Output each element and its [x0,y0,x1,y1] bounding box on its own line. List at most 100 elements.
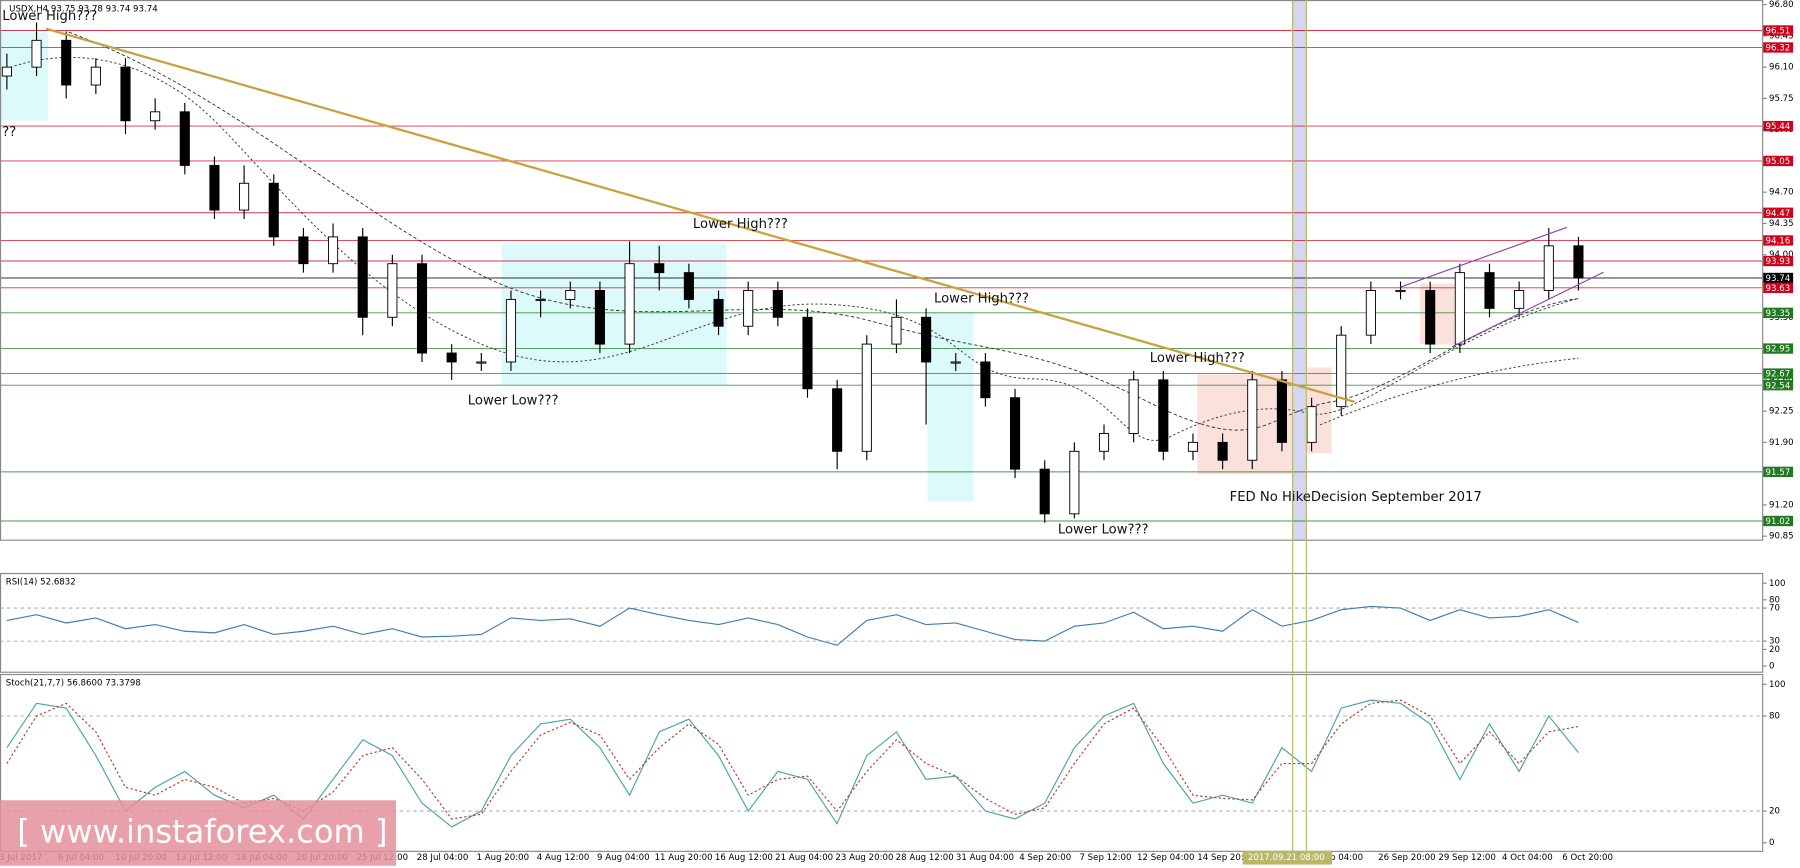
level-label-box [1763,235,1794,246]
indicator-title: RSI(14) 52.6832 [6,578,76,588]
candle-body [90,66,101,86]
candle-body [980,361,991,399]
y-tick-label: 91.90 [1769,438,1794,448]
annotation: Lower High??? [2,9,97,24]
x-tick-label: 1 Aug 20:00 [477,853,530,863]
candle-body [328,236,339,265]
symbol-header: USDX,H4 93.75 93.78 93.74 93.74 [9,5,158,15]
level-label-box [1763,282,1794,293]
candle-body [120,66,131,122]
level-label: 96.32 [1766,44,1791,54]
y-tick-label: 96.80 [1769,0,1794,10]
candle-body [535,298,546,302]
level-label-box [1763,343,1794,354]
candle-body [1010,397,1021,470]
indicator-line [6,699,1579,820]
candle-body [683,272,694,300]
candle-body [1543,245,1554,291]
x-tick-label: 23 Aug 20:00 [835,853,893,863]
candle-body [61,39,72,86]
level-label-box [1763,368,1794,379]
candle-body [832,388,843,452]
candle-body [1247,379,1258,461]
x-tick-label: 12 Sep 04:00 [1137,853,1194,863]
level-label: 93.93 [1766,257,1791,267]
candle-body [624,263,635,345]
y-tick-label: 100 [1769,680,1785,690]
x-tick-label: 4 Aug 12:00 [537,853,590,863]
indicator-title: Stoch(21,7,7) 56.8600 73.3798 [6,679,141,689]
level-label: 92.54 [1766,381,1791,391]
x-tick-label: 14 Sep 20:00 [1197,853,1254,863]
candle-body [772,290,783,318]
level-label: 92.67 [1766,370,1791,380]
level-label: 93.35 [1766,309,1791,319]
indicator-line [6,699,1579,828]
candle-body [476,361,487,364]
y-tick-label: 90.85 [1769,532,1794,542]
candle-body [31,39,42,68]
y-tick-label: 20 [1769,645,1780,655]
y-tick-label: 80 [1769,711,1780,721]
candle-body [1454,272,1465,345]
channel-line [1451,271,1604,348]
level-label: 94.47 [1766,209,1791,219]
candle-body [1158,379,1169,452]
level-label: 93.74 [1766,274,1791,284]
indicator-line [6,605,1579,646]
y-tick-label: 91.20 [1769,500,1794,510]
x-tick-label: 29 Sep 12:00 [1438,853,1495,863]
level-label: 95.44 [1766,122,1791,132]
y-tick-label: 20 [1769,807,1780,817]
y-tick-label: 0 [1769,661,1774,671]
x-tick-label: 26 Sep 20:00 [1378,853,1435,863]
y-tick-label: 100 [1769,579,1785,589]
candle-body [1484,272,1495,309]
candle-body [357,236,368,318]
level-label-box [1763,255,1794,267]
x-tick-label: 28 Aug 12:00 [896,853,954,863]
x-tick-label: 21 Aug 04:00 [775,853,833,863]
trend-line [45,27,1355,403]
level-label-box [1763,307,1794,318]
x-tick-label: 4 Sep 20:00 [1019,853,1071,863]
y-tick-label: 95.75 [1769,94,1794,104]
annotation: ?? [2,125,16,140]
level-label-box [1763,155,1794,167]
candle-body [594,290,605,345]
candle-body [1425,290,1436,345]
candle-body [416,263,428,354]
candle-body [239,182,250,211]
x-tick-label: 6 Oct 20:00 [1562,853,1613,863]
candle-body [713,298,724,327]
panel-frame [0,0,1764,541]
x-tick-label: 9 Aug 04:00 [597,853,650,863]
candle-body [1573,245,1584,279]
candle-body [209,164,220,211]
level-label-box [1763,272,1794,284]
candle-body [446,352,457,363]
x-tick-label: 16 Aug 12:00 [715,853,773,863]
level-label-box [1763,42,1794,53]
candle-body [802,316,813,390]
candle-body [268,182,279,238]
level-label-box [1763,515,1794,527]
candle-body [150,111,161,122]
y-tick-label: 94.35 [1769,219,1794,229]
annotation: FED No HikeDecision September 2017 [1230,490,1482,505]
x-tick-label: 31 Aug 04:00 [956,853,1014,863]
level-label-box [1763,207,1794,218]
level-label: 95.05 [1766,157,1791,167]
level-label-box [1763,380,1794,391]
candle-body [1514,290,1525,309]
level-label: 93.63 [1766,284,1791,294]
candle-body [1395,290,1406,293]
level-label: 96.51 [1766,27,1791,37]
annotation: Lower Low??? [1058,522,1149,537]
candle-body [743,290,754,327]
candle-body [1069,450,1080,515]
x-tick-label: 11 Aug 20:00 [655,853,713,863]
level-label-box [1763,25,1794,36]
